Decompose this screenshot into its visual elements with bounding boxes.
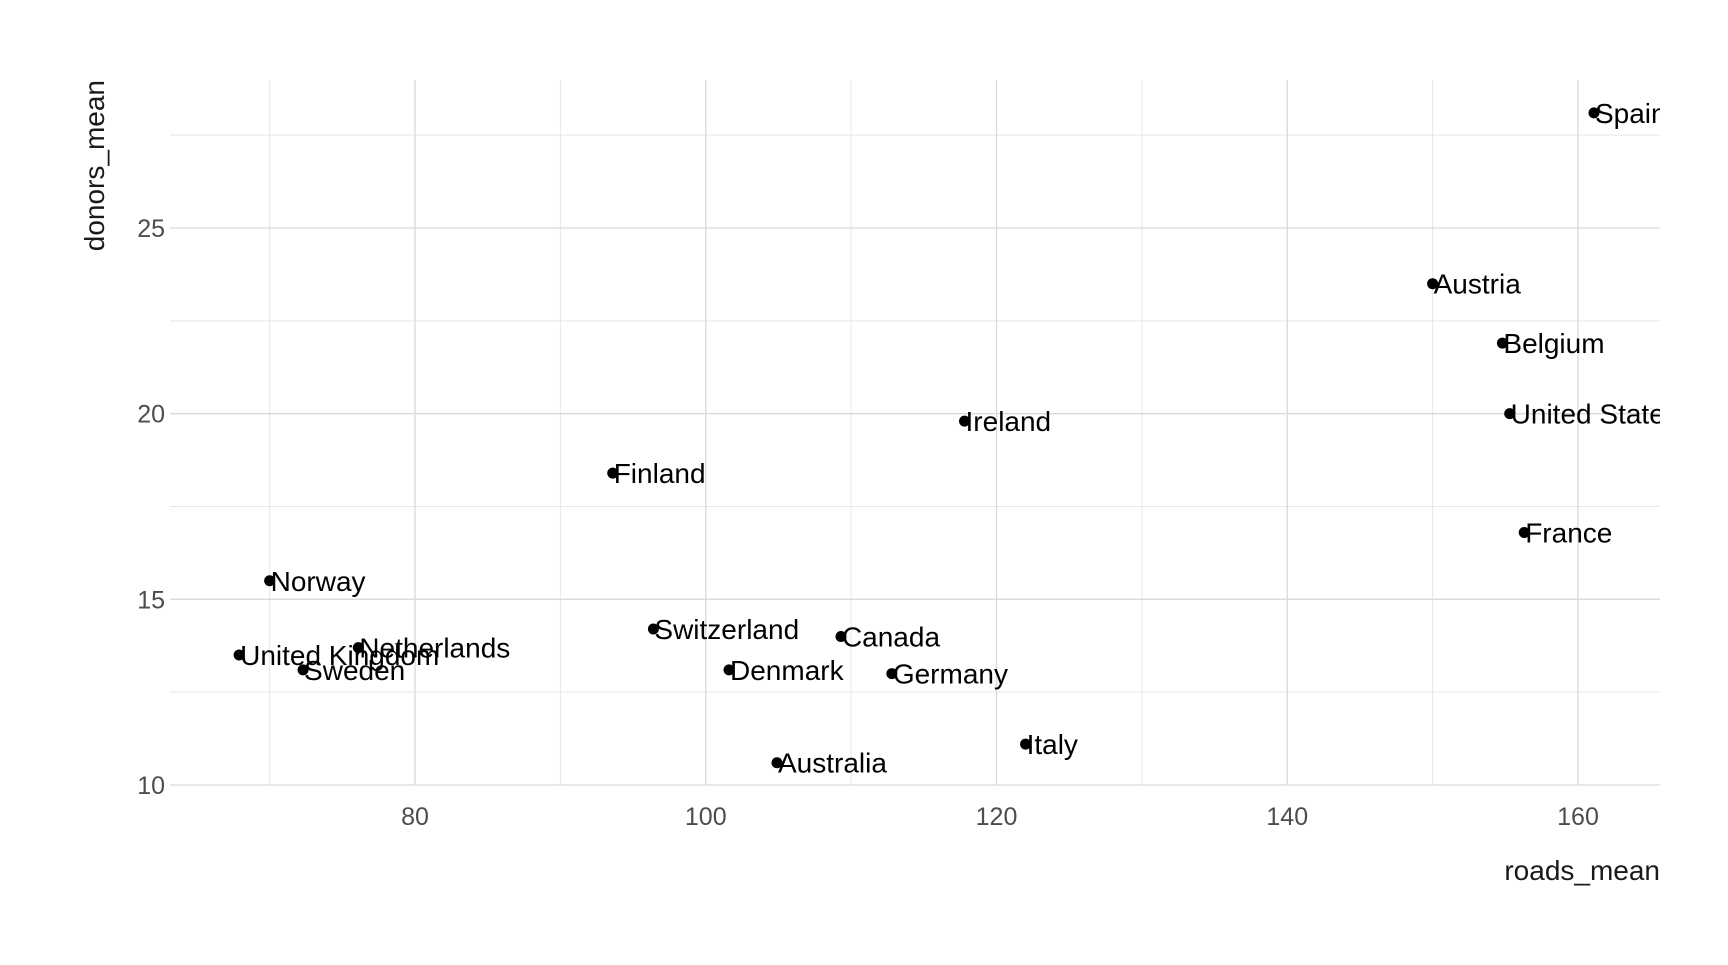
point-label: United States (1511, 399, 1679, 430)
y-tick-label: 10 (137, 772, 165, 800)
point-label: Germany (893, 659, 1008, 690)
point-label: Sweden (304, 655, 405, 686)
point-label: Belgium (1503, 328, 1604, 359)
data-point (607, 467, 619, 479)
data-point (1496, 337, 1508, 349)
data-point (1020, 738, 1032, 750)
tick-labels: 80 100 120 140 160 10 15 20 25 (137, 215, 1599, 831)
data-point (835, 630, 847, 642)
y-tick-label: 20 (137, 401, 165, 429)
point-label: Italy (1027, 729, 1078, 760)
data-point (886, 668, 898, 680)
point-label: Austria (1434, 269, 1522, 300)
point-label: United Kingdom (240, 640, 439, 671)
data-point (647, 623, 659, 635)
x-tick-label: 160 (1557, 803, 1599, 831)
x-axis-title: roads_mean (1504, 855, 1660, 886)
y-tick-label: 25 (137, 215, 165, 243)
point-label: Finland (614, 458, 706, 489)
x-tick-label: 100 (685, 803, 727, 831)
point-label: Spain (1595, 98, 1667, 129)
data-point (771, 757, 783, 769)
point-label: France (1525, 517, 1612, 548)
data-point (297, 664, 309, 676)
data-point (1588, 107, 1600, 119)
y-axis-title: donors_mean (79, 80, 110, 251)
point-label: Norway (271, 566, 366, 597)
data-point (264, 575, 276, 587)
point-labels: Spain Austria Belgium United States France Ir… (240, 98, 1679, 779)
point-label: Switzerland (654, 614, 799, 645)
point-label: Ireland (966, 406, 1052, 437)
data-point (1504, 408, 1516, 420)
data-point (723, 664, 735, 676)
data-point (1427, 278, 1439, 290)
x-tick-label: 120 (976, 803, 1018, 831)
point-label: Australia (778, 748, 887, 779)
data-points (233, 107, 1600, 769)
data-point (959, 415, 971, 427)
data-point (1518, 526, 1530, 538)
x-tick-label: 80 (401, 803, 429, 831)
data-point (233, 649, 245, 661)
data-point (352, 642, 364, 654)
y-tick-label: 15 (137, 586, 165, 614)
point-label: Denmark (730, 655, 845, 686)
point-label: Canada (842, 621, 941, 652)
grid-layer (170, 80, 1660, 786)
point-label: Netherlands (359, 633, 510, 664)
x-tick-label: 140 (1266, 803, 1308, 831)
